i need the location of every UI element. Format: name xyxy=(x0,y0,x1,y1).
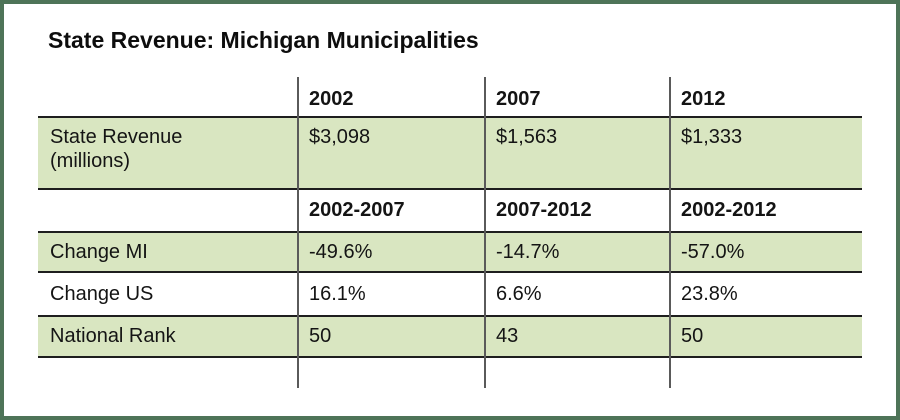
corner-spacer xyxy=(38,83,297,116)
table-title: State Revenue: Michigan Municipalities xyxy=(48,27,479,53)
cell-revenue-2012: $1,333 xyxy=(681,126,743,148)
cell-change-us-2007-2012: 6.6% xyxy=(496,282,542,305)
year-header-2002: 2002 xyxy=(309,88,354,110)
row-label-change-mi: Change MI xyxy=(50,240,148,263)
year-header-row: 2002 2007 2012 xyxy=(38,83,862,116)
cell-revenue-2007: $1,563 xyxy=(496,126,558,148)
row-label-national-rank: National Rank xyxy=(50,325,176,347)
period-spacer xyxy=(38,190,297,231)
table-row-change-mi: Change MI -49.6% -14.7% -57.0% xyxy=(38,231,862,273)
cell-change-us-2002-2012: 23.8% xyxy=(681,282,738,305)
period-header-row: 2002-2007 2007-2012 2002-2012 xyxy=(38,190,862,231)
cell-national-rank-2002: 50 xyxy=(309,325,332,347)
table-row-state-revenue: State Revenue (millions) $3,098 $1,563 $… xyxy=(38,116,862,190)
cell-change-mi-2002-2007: -49.6% xyxy=(309,240,373,263)
year-header-2012: 2012 xyxy=(681,88,726,110)
row-label-state-revenue: State Revenue (millions) xyxy=(50,126,183,172)
cell-revenue-2002: $3,098 xyxy=(309,126,371,148)
row-label-change-us: Change US xyxy=(50,282,154,305)
column-divider-3 xyxy=(669,77,671,388)
cell-national-rank-2007: 43 xyxy=(496,325,519,347)
cell-change-us-2002-2007: 16.1% xyxy=(309,282,366,305)
column-divider-1 xyxy=(297,77,299,388)
cell-change-mi-2007-2012: -14.7% xyxy=(496,240,560,263)
period-header-2002-2007: 2002-2007 xyxy=(309,199,405,221)
column-divider-2 xyxy=(484,77,486,388)
period-header-2002-2012: 2002-2012 xyxy=(681,199,777,221)
year-header-2007: 2007 xyxy=(496,88,541,110)
cell-national-rank-2012: 50 xyxy=(681,325,704,347)
table-row-change-us: Change US 16.1% 6.6% 23.8% xyxy=(38,273,862,315)
period-header-2007-2012: 2007-2012 xyxy=(496,199,592,221)
cell-change-mi-2002-2012: -57.0% xyxy=(681,240,745,263)
table-row-national-rank: National Rank 50 43 50 xyxy=(38,315,862,358)
